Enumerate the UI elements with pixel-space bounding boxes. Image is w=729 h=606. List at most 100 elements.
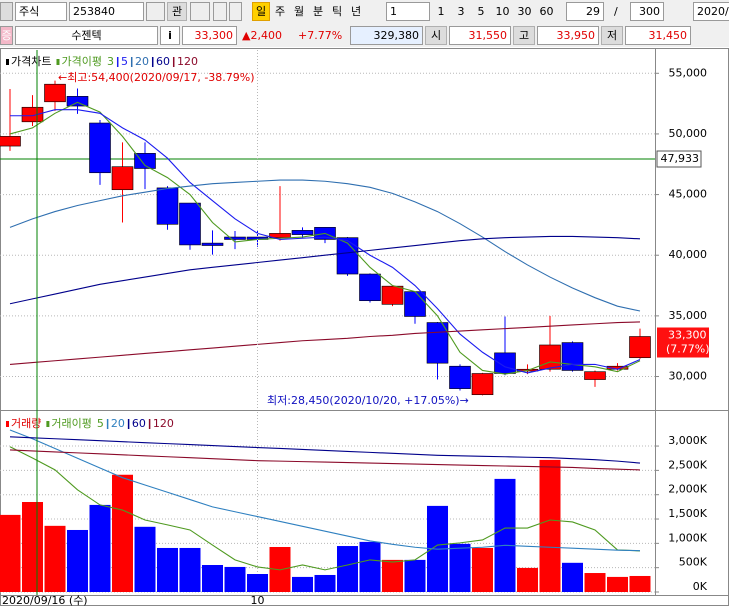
volume-bar (539, 459, 561, 592)
candle-body (156, 187, 179, 225)
period-button[interactable]: 년 (347, 2, 365, 21)
moving-average (9, 449, 641, 471)
date-input[interactable]: 2020/1 (693, 2, 729, 21)
candle-body (201, 242, 224, 246)
code-input[interactable]: 253840 (69, 2, 144, 21)
y-tick-label: 1,000K (668, 531, 707, 544)
y-tick-label: 0K (693, 580, 708, 593)
y-tick-label: 500K (679, 556, 708, 569)
stock-name: 수젠텍 (15, 26, 158, 45)
link-button[interactable] (190, 2, 210, 21)
volume-bar (179, 547, 201, 592)
volume-bar (382, 559, 403, 592)
moving-average (9, 101, 641, 375)
candle-body (449, 365, 471, 389)
y-tick-label: 2,000K (668, 483, 707, 496)
volume-bar (404, 559, 426, 592)
spin-button[interactable] (229, 2, 242, 21)
volume-bar (202, 565, 223, 592)
y-tick-label: 35,000 (669, 309, 708, 322)
high-label: 고 (513, 26, 535, 45)
candle-body (269, 233, 291, 238)
volume-bar (449, 543, 471, 592)
watch-button[interactable]: 관 (167, 2, 187, 21)
price-panel: 30,000 35,000 40,000 45,000 50,000 55,000 47,9… (0, 50, 710, 410)
high: 33,950 (537, 26, 599, 45)
moving-average (9, 446, 641, 571)
legend-item: 120 (177, 55, 198, 68)
search-button[interactable] (146, 2, 165, 21)
y-tick-label: 1,500K (668, 507, 707, 520)
period-button[interactable]: 틱 (328, 2, 346, 21)
interval-button[interactable]: 10 (492, 2, 513, 21)
candle-body (224, 236, 246, 240)
open-label: 시 (425, 26, 447, 45)
candle-body (21, 106, 44, 123)
legend-label: 가격차트 (11, 55, 51, 68)
candle-body (359, 273, 381, 302)
period-button[interactable]: 주 (271, 2, 289, 21)
badge: 증 (0, 26, 13, 45)
candle-body (494, 352, 516, 374)
candle-body (179, 202, 201, 246)
legend-separator (116, 57, 119, 67)
separator: / (614, 5, 618, 18)
legend-item: 60 (132, 417, 146, 430)
moving-average (9, 235, 641, 305)
x-tick-label: 10 (251, 594, 265, 606)
volume-bar (629, 575, 651, 592)
volume-bar (22, 502, 43, 592)
candle-body (584, 371, 606, 380)
interval-button[interactable]: 5 (472, 2, 490, 21)
chart: 30,000 35,000 40,000 45,000 50,000 55,000 47,9… (0, 48, 729, 606)
volume-bar (359, 541, 381, 592)
open: 31,550 (449, 26, 511, 45)
volume-bar (472, 547, 493, 592)
interval-button[interactable]: 60 (536, 2, 557, 21)
moving-average (10, 109, 641, 374)
candle-body (561, 342, 584, 371)
y-tick-label: 2,500K (668, 458, 707, 471)
change: ▲2,400 (242, 29, 282, 42)
interval-button[interactable]: 3 (452, 2, 470, 21)
volume-bar (134, 526, 156, 592)
legend-separator (106, 419, 109, 429)
legend-label: 거래이평 (51, 417, 91, 430)
y-tick-label: 55,000 (669, 66, 708, 79)
volume: 329,380 (350, 26, 423, 45)
interval-button[interactable]: 1 (432, 2, 450, 21)
quote-bar: 증 수젠텍 i 33,300 ▲2,400 +7.77% 329,380 시 3… (0, 24, 729, 47)
interval-select[interactable]: 1 (386, 2, 430, 21)
period-button[interactable]: 월 (290, 2, 308, 21)
low-annotation: 최저:28,450(2020/10/20, +17.05%)→ (267, 394, 469, 407)
legend-separator (130, 57, 133, 67)
volume-bar (112, 474, 133, 592)
volume-bar (562, 562, 583, 592)
legend-item: 5 (97, 417, 104, 430)
y-tick-label: 40,000 (669, 248, 708, 261)
volume-bar (224, 566, 246, 592)
legend-label: 가격이평 (61, 55, 101, 68)
total-input[interactable]: 300 (630, 2, 664, 21)
menu-icon[interactable] (0, 2, 13, 21)
moving-average (9, 179, 641, 312)
volume-bar (292, 576, 313, 592)
volume-bar (89, 504, 111, 592)
interval-button[interactable]: 30 (514, 2, 535, 21)
legend-marker (56, 59, 60, 65)
market-select[interactable]: 주식 (15, 2, 67, 21)
count-input[interactable]: 29 (566, 2, 604, 21)
y-tick-label: 3,000K (668, 434, 707, 447)
candle-body (89, 122, 111, 174)
candle-body (629, 336, 651, 359)
info-button[interactable]: i (160, 26, 180, 45)
legend-item: 3 (107, 55, 114, 68)
spin-button[interactable] (213, 2, 227, 21)
period-button[interactable]: 일 (252, 2, 270, 21)
price: 33,300 (182, 26, 237, 45)
volume-bar (157, 547, 178, 592)
y-tick-label: 30,000 (669, 370, 708, 383)
period-button[interactable]: 분 (309, 2, 327, 21)
low-label: 저 (601, 26, 623, 45)
legend-marker (6, 59, 9, 65)
